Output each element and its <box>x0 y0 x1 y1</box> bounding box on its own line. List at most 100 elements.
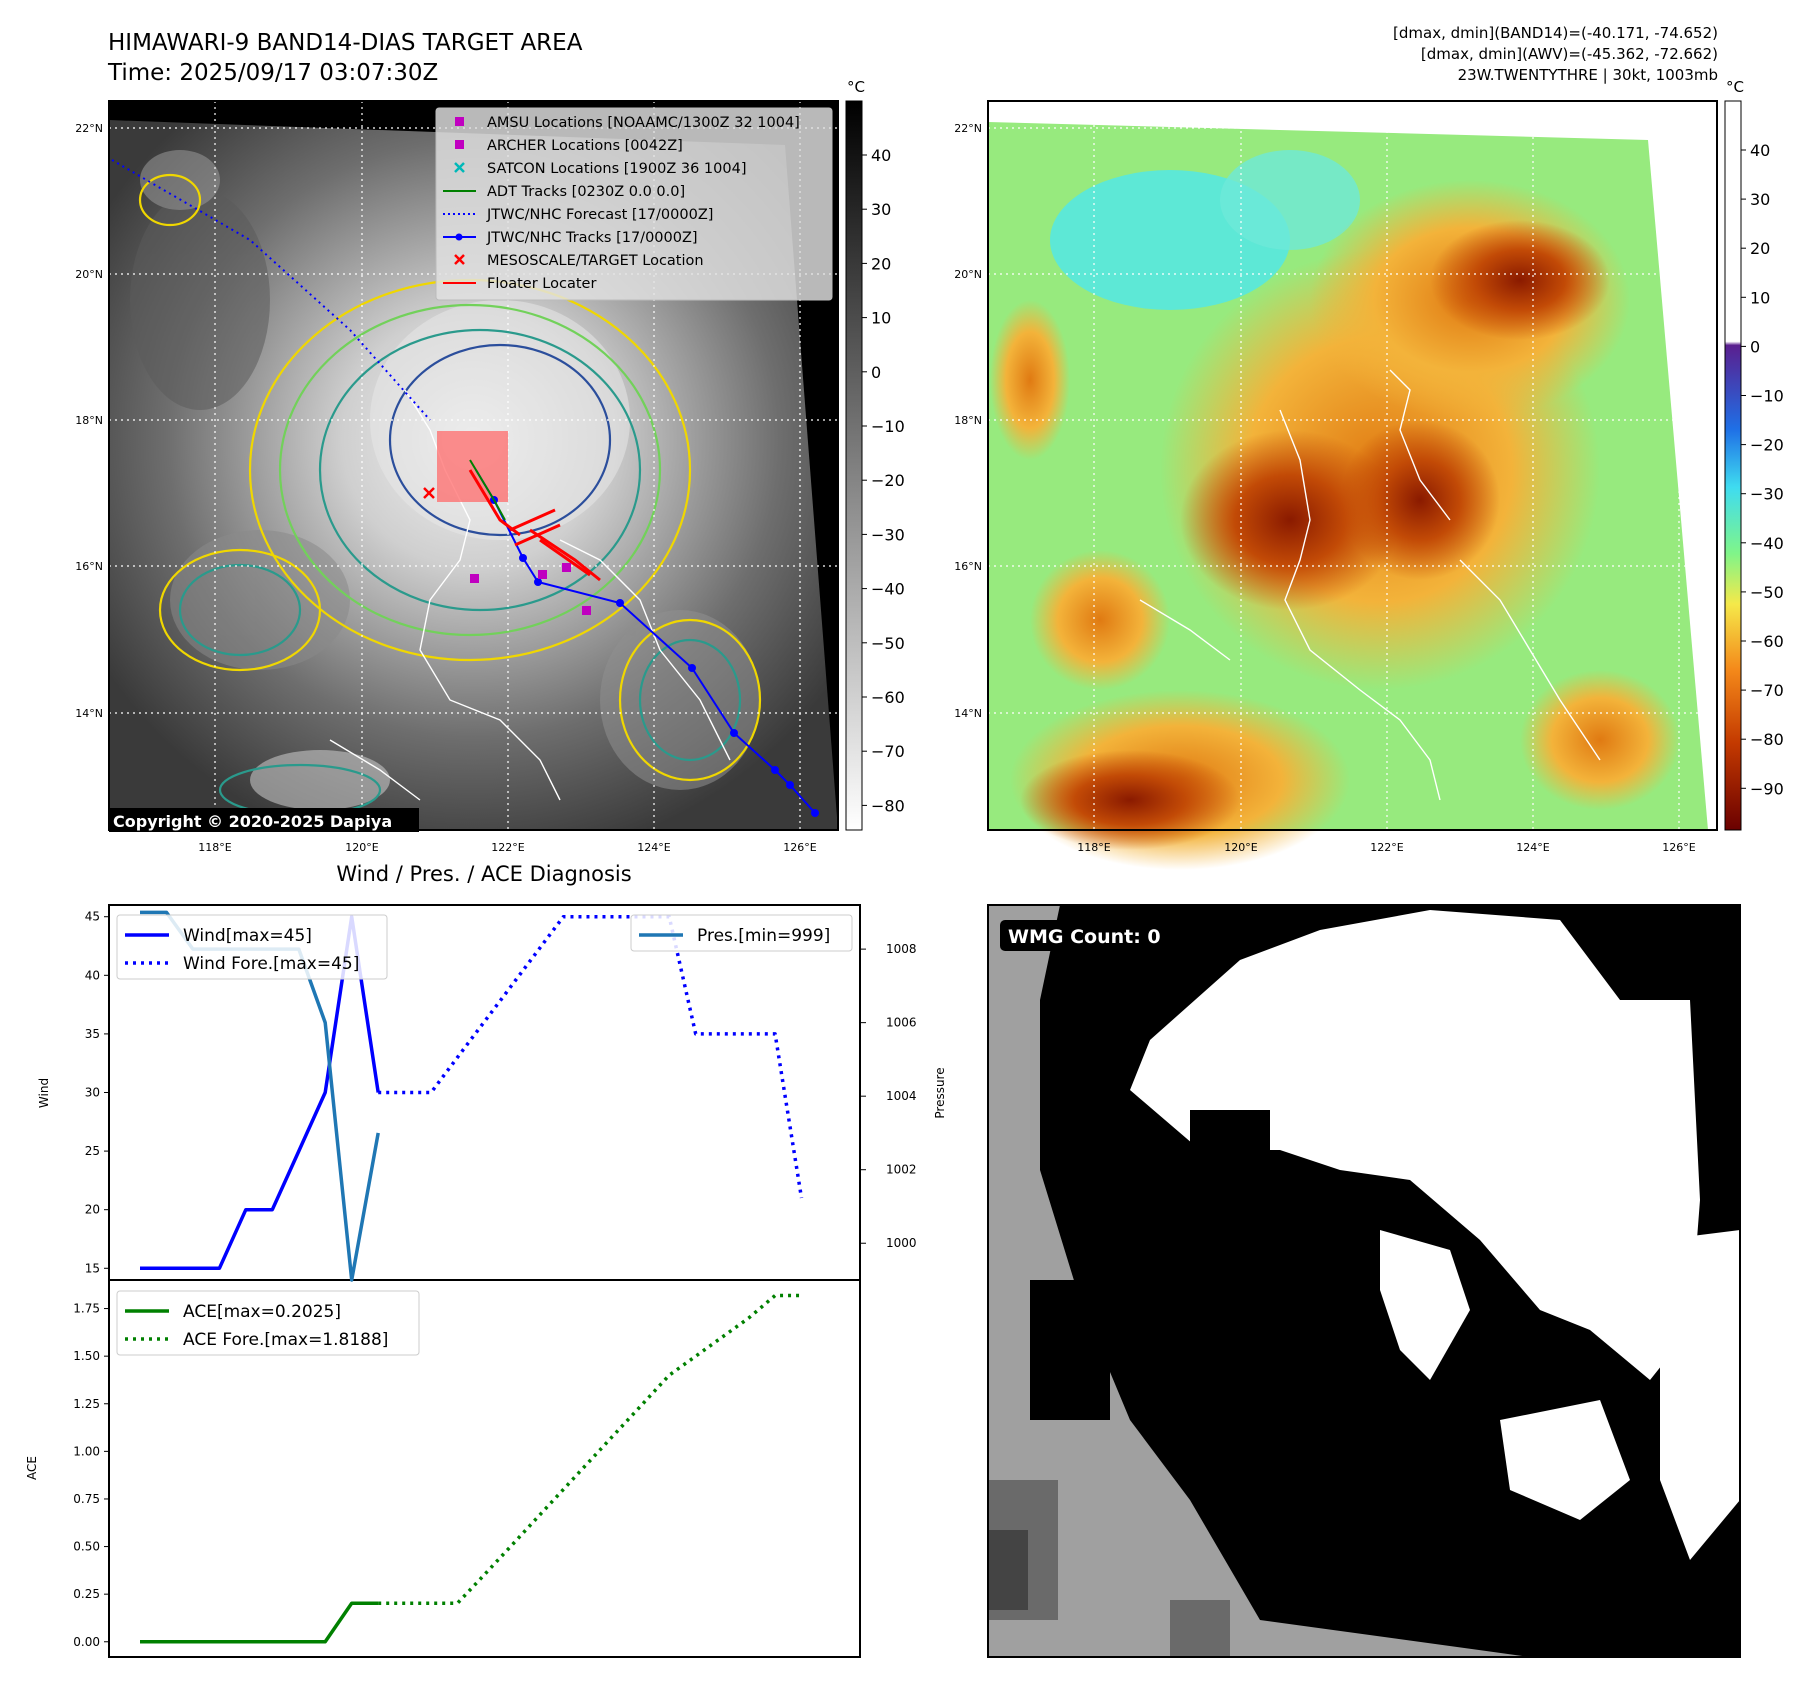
awv-map-frame <box>987 100 1718 831</box>
copyright-text: Copyright © 2020-2025 Dapiya <box>113 812 392 831</box>
chart-legend-label: ACE[max=0.2025] <box>183 1302 341 1322</box>
lat-label-1: 20°N <box>954 268 982 281</box>
lat-label-4: 14°N <box>954 707 982 720</box>
colorbar-tick-label: −40 <box>871 580 905 599</box>
ace-plot-frame <box>108 1279 861 1658</box>
colorbar-tick-label: 40 <box>871 146 891 165</box>
wmg-frame <box>987 904 1741 1658</box>
wmg-count-label: WMG Count: 0 <box>1008 926 1161 948</box>
y-tick-label: 25 <box>85 1144 100 1158</box>
floater-locater-lines <box>468 469 601 582</box>
y-tick-label: 35 <box>85 1027 100 1041</box>
legend-label: ADT Tracks [0230Z 0.0 0.0] <box>487 184 685 200</box>
colorbar-tick-label: −20 <box>871 471 905 490</box>
figure-time: Time: 2025/09/17 03:07:30Z <box>107 60 438 86</box>
y-right-tick-label: 1000 <box>886 1236 917 1250</box>
chart-legend-label: ACE Fore.[max=1.8188] <box>183 1330 388 1350</box>
colorbar-tick-label: −40 <box>1750 534 1784 553</box>
diagnosis-title: Wind / Pres. / ACE Diagnosis <box>336 862 631 886</box>
chart-legend-box <box>116 914 388 980</box>
diagnosis-panel: Wind / Pres. / ACE Diagnosis Wind Pressu… <box>25 862 947 1658</box>
awv-gridlines <box>988 101 1717 830</box>
lon-label-3: 124°E <box>1516 841 1549 854</box>
colorbar-tick-label: 20 <box>871 254 891 273</box>
lon-label-2: 122°E <box>491 841 524 854</box>
jtwc-forecast-line <box>111 159 431 421</box>
wmg-panel: WMG Count: 0 <box>987 904 1741 1658</box>
wmg-count-box <box>1000 920 1178 951</box>
wmg-image <box>988 905 1740 1657</box>
colorbar-tick-label: 40 <box>1750 141 1770 160</box>
colorbar-tick-label: −60 <box>1750 632 1784 651</box>
adt-track-line <box>469 459 506 521</box>
y-tick-label: 1.00 <box>73 1444 100 1458</box>
lon-label-3: 124°E <box>637 841 670 854</box>
chart-legend-label: Wind[max=45] <box>183 926 312 946</box>
lon-label-0: 118°E <box>1077 841 1110 854</box>
lon-label-1: 120°E <box>345 841 378 854</box>
colorbar-tick-label: −50 <box>1750 583 1784 602</box>
colorbar-tick-label: −60 <box>871 688 905 707</box>
lon-label-0: 118°E <box>198 841 231 854</box>
y-tick-label: 15 <box>85 1261 100 1275</box>
awv-colorbar <box>1724 100 1742 831</box>
wind-axis-label: Wind <box>37 1078 51 1108</box>
y-tick-label: 30 <box>85 1086 100 1100</box>
series-line-1 <box>378 914 804 1199</box>
chart-legend-box <box>630 914 853 952</box>
y-tick-label: 1.75 <box>73 1302 100 1316</box>
y-tick-label: 1.50 <box>73 1349 100 1363</box>
ir-colorbar-unit: °C <box>847 78 865 96</box>
lat-label-2: 18°N <box>954 414 982 427</box>
cyan-x-marker-icon <box>454 162 465 173</box>
chart-legend-label: Wind Fore.[max=45] <box>183 954 359 974</box>
lat-label-3: 16°N <box>75 560 103 573</box>
colorbar-tick-label: −70 <box>871 742 905 761</box>
colorbar-tick-label: −80 <box>1750 730 1784 749</box>
lat-label-4: 14°N <box>75 707 103 720</box>
colorbar-tick-label: −30 <box>871 525 905 544</box>
ir-legend-box <box>435 107 833 301</box>
ace-axis-label: ACE <box>25 1456 39 1480</box>
floater-box <box>437 431 508 502</box>
colorbar-tick-label: −80 <box>871 796 905 815</box>
lat-label-0: 22°N <box>954 122 982 135</box>
lon-label-2: 122°E <box>1370 841 1403 854</box>
red-x-marker-icon <box>454 254 465 265</box>
magenta-square-marker-icon <box>455 140 464 149</box>
copyright-box <box>109 808 419 832</box>
y-right-tick-label: 1006 <box>886 1016 917 1030</box>
y-tick-label: 20 <box>85 1203 100 1217</box>
y-tick-label: 0.25 <box>73 1587 100 1601</box>
colorbar-tick-label: 20 <box>1750 239 1770 258</box>
colorbar-tick-label: −10 <box>871 417 905 436</box>
pressure-axis-label: Pressure <box>933 1067 947 1118</box>
y-right-tick-label: 1002 <box>886 1163 917 1177</box>
info-line-storm: 23W.TWENTYTHRE | 30kt, 1003mb <box>1458 66 1718 84</box>
lat-label-3: 16°N <box>954 560 982 573</box>
magenta-square-marker-icon <box>455 117 464 126</box>
lon-label-4: 126°E <box>783 841 816 854</box>
y-tick-label: 45 <box>85 910 100 924</box>
series-line-0 <box>140 914 380 1271</box>
colorbar-tick-label: 30 <box>1750 190 1770 209</box>
y-tick-label: 0.00 <box>73 1635 100 1649</box>
y-tick-label: 1.25 <box>73 1397 100 1411</box>
figure-title: HIMAWARI-9 BAND14-DIAS TARGET AREA <box>108 30 583 56</box>
ir-legend: AMSU Locations [NOAAMC/1300Z 32 1004] ARC… <box>435 107 833 301</box>
info-line-band14: [dmax, dmin](BAND14)=(-40.171, -74.652) <box>1393 24 1718 42</box>
awv-map-features <box>990 150 1680 870</box>
jtwc-track-line <box>475 469 816 814</box>
amsu-markers <box>470 563 591 615</box>
awv-coastlines <box>1139 369 1601 801</box>
y-right-tick-label: 1008 <box>886 942 917 956</box>
colorbar-tick-label: −50 <box>871 634 905 653</box>
legend-label: AMSU Locations [NOAAMC/1300Z 32 1004] <box>487 115 800 131</box>
lon-label-4: 126°E <box>1662 841 1695 854</box>
colorbar-tick-label: −30 <box>1750 485 1784 504</box>
colorbar-tick-label: −10 <box>1750 387 1784 406</box>
legend-label: JTWC/NHC Forecast [17/0000Z] <box>486 207 713 223</box>
legend-label: MESOSCALE/TARGET Location <box>487 253 704 269</box>
y-tick-label: 40 <box>85 968 100 982</box>
ir-map-panel: AMSU Locations [NOAAMC/1300Z 32 1004] ARC… <box>75 78 905 854</box>
